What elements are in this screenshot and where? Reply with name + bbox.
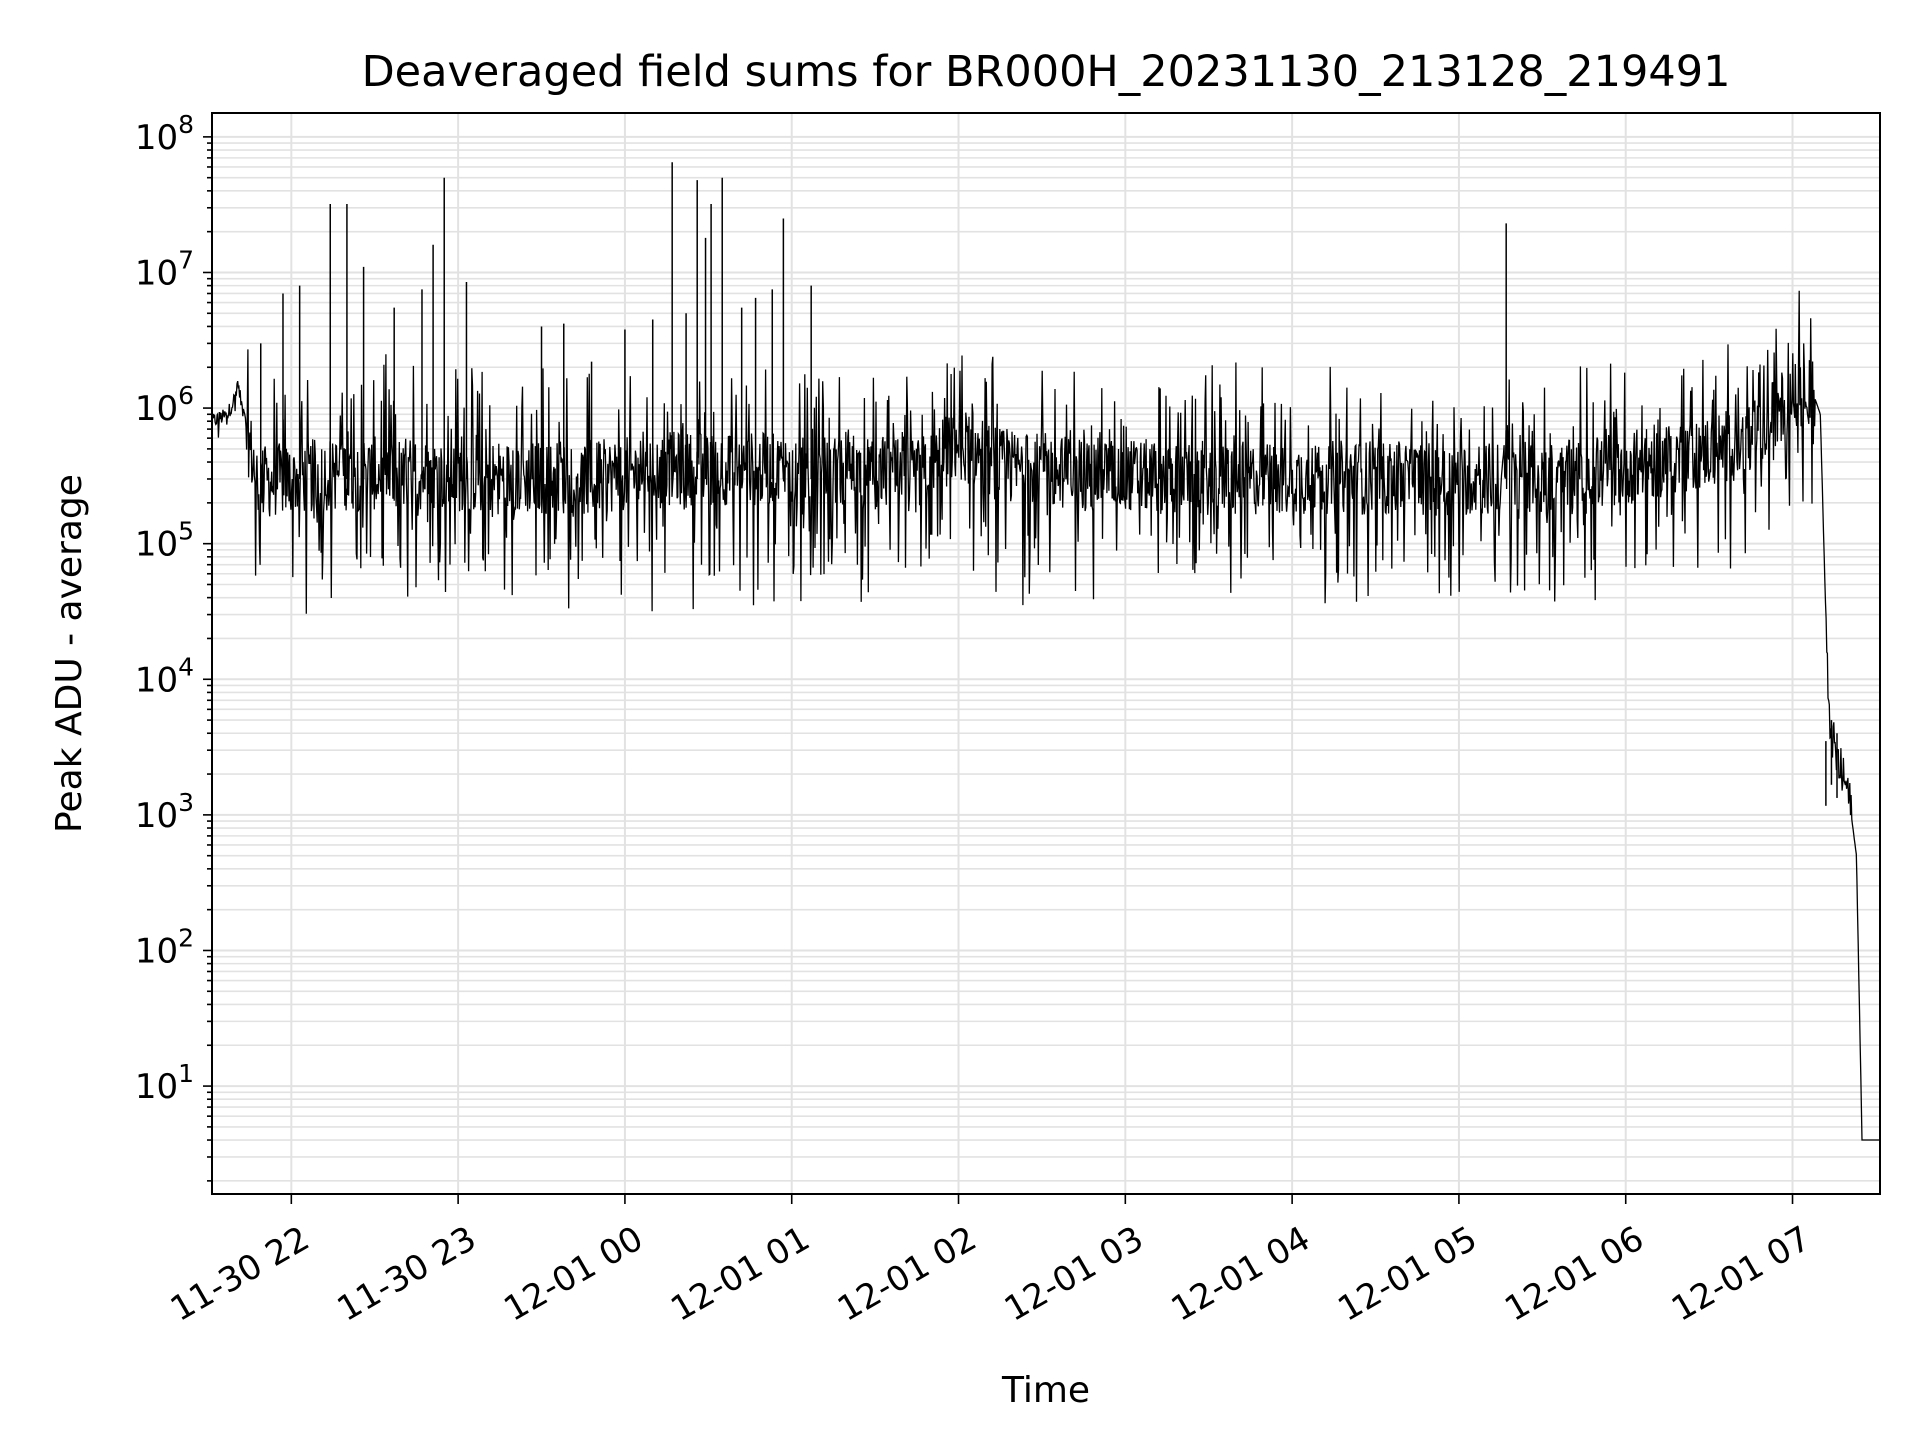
y-tick-label: 105 [135, 517, 194, 565]
y-axis-title: Peak ADU - average [49, 474, 90, 833]
x-axis-title: Time [1001, 1370, 1090, 1411]
y-tick-label: 107 [135, 245, 194, 293]
y-tick-label: 103 [135, 788, 194, 836]
grid-layer [212, 113, 1880, 1194]
y-tick-label: 108 [135, 110, 194, 158]
chart-title: Deaveraged field sums for BR000H_2023113… [362, 47, 1731, 97]
y-tick-label: 106 [135, 381, 194, 429]
y-tick-label: 104 [135, 652, 194, 700]
data-line [211, 290, 1880, 1141]
y-tick-label: 101 [135, 1059, 194, 1107]
data-layer [211, 162, 1880, 1141]
y-tick-label: 102 [135, 923, 194, 971]
plot-frame [211, 112, 1881, 1195]
